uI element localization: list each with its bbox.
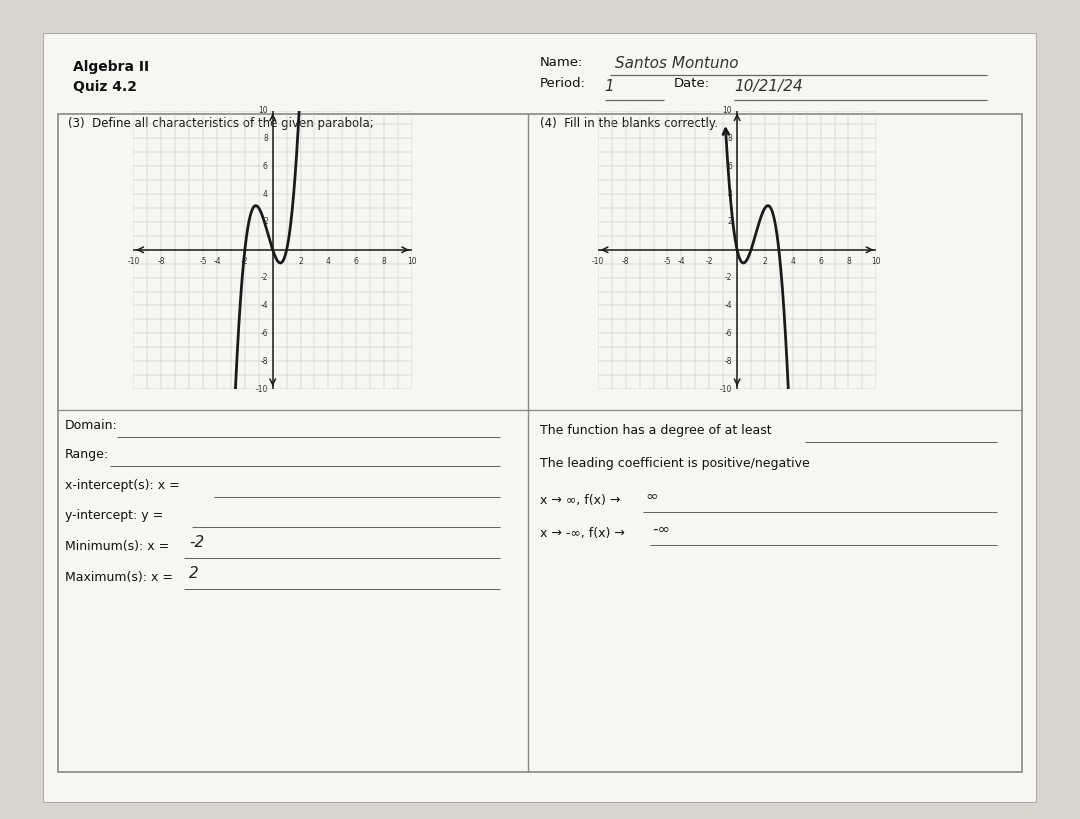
Text: 4: 4 (791, 257, 795, 266)
Text: -4: -4 (677, 257, 685, 266)
Text: 8: 8 (381, 257, 387, 266)
Text: Algebra II: Algebra II (73, 60, 149, 74)
Text: -∞: -∞ (652, 522, 671, 536)
Text: -4: -4 (213, 257, 220, 266)
Text: 10: 10 (872, 257, 881, 266)
Text: -4: -4 (260, 301, 268, 310)
Text: ∞: ∞ (645, 489, 658, 504)
Text: -5: -5 (664, 257, 672, 266)
Text: The leading coefficient is positive/negative: The leading coefficient is positive/nega… (540, 457, 810, 470)
Text: Date:: Date: (674, 78, 711, 90)
Text: -6: -6 (725, 329, 732, 337)
Text: 8: 8 (728, 134, 732, 143)
Text: -5: -5 (200, 257, 207, 266)
Text: 6: 6 (727, 162, 732, 170)
Text: -8: -8 (622, 257, 630, 266)
Text: 8: 8 (846, 257, 851, 266)
Text: 2: 2 (728, 218, 732, 226)
Text: -10: -10 (592, 257, 604, 266)
Text: -2: -2 (241, 257, 248, 266)
Text: 2: 2 (298, 257, 302, 266)
Text: x → -∞, f(x) →: x → -∞, f(x) → (540, 527, 625, 540)
Text: (3)  Define all characteristics of the given parabola;: (3) Define all characteristics of the gi… (68, 117, 374, 130)
Text: 6: 6 (262, 162, 268, 170)
Text: 4: 4 (326, 257, 330, 266)
Text: Name:: Name: (540, 56, 583, 69)
Text: Domain:: Domain: (65, 419, 118, 432)
Text: -2: -2 (260, 274, 268, 282)
Text: -4: -4 (725, 301, 732, 310)
Text: x-intercept(s): x =: x-intercept(s): x = (65, 479, 184, 492)
Bar (58, 114, 1022, 771)
Text: 6: 6 (819, 257, 823, 266)
Text: Maximum(s): x =: Maximum(s): x = (65, 571, 177, 584)
Text: Minimum(s): x =: Minimum(s): x = (65, 540, 173, 553)
Text: 10: 10 (723, 106, 732, 115)
Text: Santos Montuno: Santos Montuno (615, 56, 738, 71)
Text: -8: -8 (725, 357, 732, 365)
Text: 2: 2 (264, 218, 268, 226)
Text: 6: 6 (354, 257, 359, 266)
Text: 10: 10 (407, 257, 417, 266)
Text: -10: -10 (127, 257, 139, 266)
Text: -10: -10 (256, 385, 268, 393)
Text: 8: 8 (264, 134, 268, 143)
Text: 1: 1 (605, 79, 615, 94)
Text: x → ∞, f(x) →: x → ∞, f(x) → (540, 494, 620, 507)
Text: 4: 4 (262, 190, 268, 198)
Text: 10: 10 (258, 106, 268, 115)
Text: -2: -2 (189, 535, 204, 550)
Text: -10: -10 (720, 385, 732, 393)
Text: 2: 2 (762, 257, 767, 266)
Text: 2: 2 (189, 566, 199, 581)
Text: -2: -2 (705, 257, 713, 266)
Text: -8: -8 (260, 357, 268, 365)
Text: 10/21/24: 10/21/24 (733, 79, 802, 94)
Text: 4: 4 (727, 190, 732, 198)
Text: -2: -2 (725, 274, 732, 282)
Text: Quiz 4.2: Quiz 4.2 (73, 80, 137, 94)
Text: (4)  Fill in the blanks correctly.: (4) Fill in the blanks correctly. (540, 117, 718, 130)
Text: -8: -8 (158, 257, 165, 266)
Text: Range:: Range: (65, 448, 109, 461)
Text: y-intercept: y =: y-intercept: y = (65, 509, 167, 522)
Text: -6: -6 (260, 329, 268, 337)
Text: Period:: Period: (540, 78, 586, 90)
Text: The function has a degree of at least: The function has a degree of at least (540, 424, 771, 437)
